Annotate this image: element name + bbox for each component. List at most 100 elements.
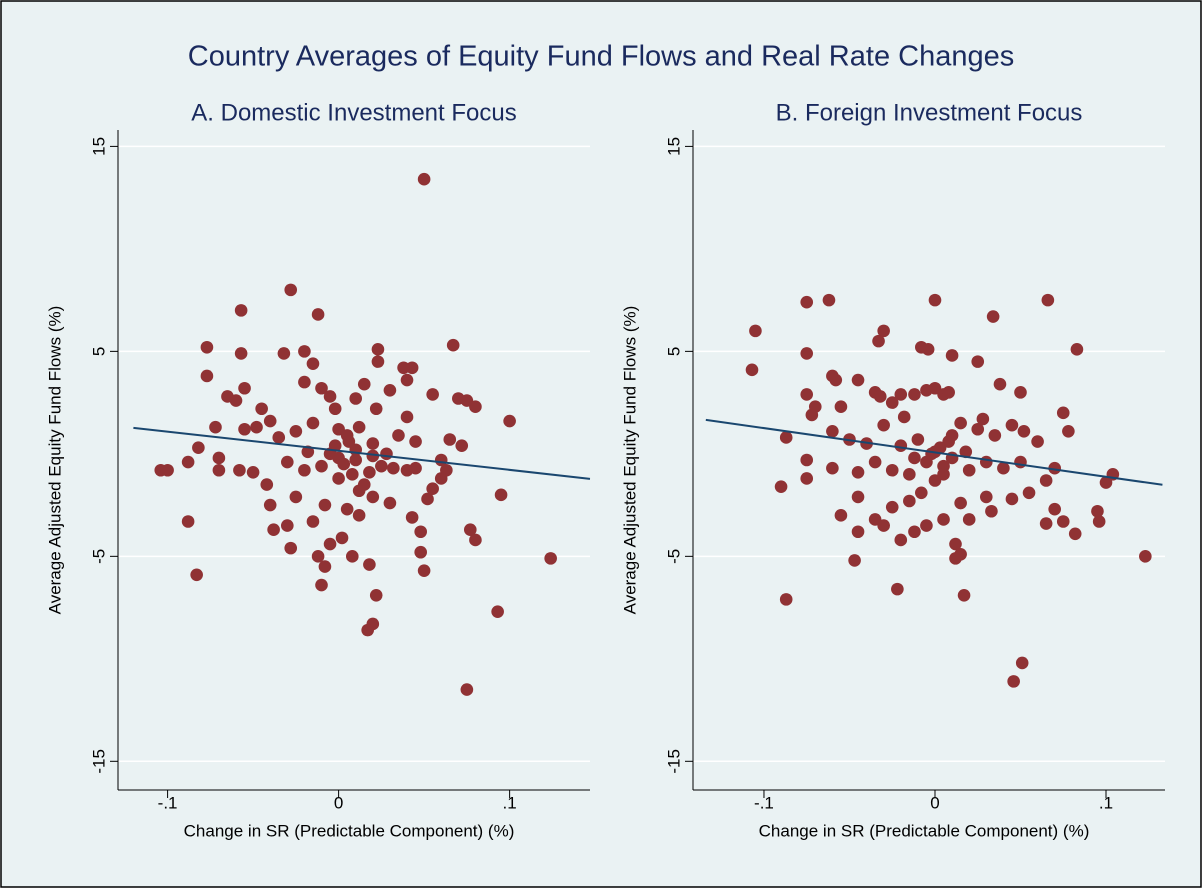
point [1048, 502, 1061, 516]
point [826, 425, 839, 438]
chart-title: Country Averages of Equity Fund Flows an… [188, 41, 1014, 73]
point [851, 525, 865, 539]
point [921, 343, 935, 356]
point [942, 386, 955, 399]
point [289, 425, 303, 438]
point [1039, 474, 1053, 487]
point [234, 304, 248, 317]
point [1005, 418, 1019, 432]
y-tick-label: 15 [664, 137, 683, 156]
point [1014, 455, 1027, 469]
point [284, 541, 298, 555]
point [894, 388, 908, 401]
point [1056, 515, 1070, 528]
point [925, 447, 938, 461]
point [962, 463, 976, 477]
y-tick-label: 5 [89, 347, 108, 356]
point [263, 498, 277, 512]
point [908, 388, 921, 401]
point [986, 310, 1000, 323]
point [1041, 293, 1055, 307]
point [903, 468, 916, 481]
point [332, 472, 345, 485]
point [885, 500, 899, 514]
point [289, 490, 303, 504]
y-tick-label: -5 [664, 549, 683, 564]
point [848, 554, 861, 567]
x-tick-label: 0 [334, 793, 343, 812]
y-axis-label: Average Adjusted Equity Fund Flows (%) [45, 306, 64, 615]
point [306, 515, 320, 528]
point [993, 377, 1007, 391]
point [1031, 435, 1044, 448]
point [894, 533, 908, 547]
point [318, 498, 332, 512]
point [1039, 517, 1053, 530]
point [826, 461, 839, 475]
point [352, 484, 366, 498]
point [985, 504, 998, 518]
point [1092, 515, 1106, 528]
point [920, 519, 933, 532]
point [267, 523, 280, 536]
point [369, 402, 383, 416]
point [323, 537, 337, 551]
y-tick-label: -5 [89, 549, 108, 564]
point [1014, 386, 1027, 399]
point [229, 394, 243, 407]
point [366, 490, 380, 504]
point [1022, 486, 1036, 500]
point [306, 357, 320, 370]
point [908, 525, 921, 539]
point [460, 683, 474, 696]
point [851, 373, 865, 387]
point [414, 525, 427, 539]
point [885, 396, 899, 409]
point [976, 412, 990, 426]
fit-line [133, 426, 591, 480]
point [298, 463, 311, 477]
point [311, 308, 325, 321]
point [800, 453, 814, 467]
point [272, 431, 286, 444]
point [260, 478, 274, 491]
point [383, 496, 397, 510]
point [366, 449, 380, 463]
point [503, 414, 516, 428]
point [363, 465, 376, 479]
point [328, 439, 342, 452]
point [903, 494, 916, 508]
point [954, 496, 967, 510]
point [945, 349, 959, 362]
point [383, 384, 397, 397]
point [298, 345, 311, 358]
point [937, 468, 950, 481]
point [1070, 343, 1084, 356]
point [829, 373, 843, 387]
y-axis-label: Average Adjusted Equity Fund Flows (%) [620, 306, 639, 615]
point [800, 388, 814, 401]
point [1015, 656, 1029, 670]
fit-line [705, 418, 1163, 486]
point [979, 455, 993, 469]
point [371, 343, 385, 356]
point [544, 552, 557, 565]
point [851, 465, 865, 479]
point [238, 381, 251, 395]
point [318, 560, 332, 573]
x-tick-label: .1 [503, 793, 517, 812]
point [405, 511, 419, 524]
point [1068, 527, 1082, 541]
point [255, 402, 268, 416]
point [469, 533, 482, 547]
point [446, 338, 460, 352]
point [234, 347, 248, 360]
point [281, 519, 294, 532]
point [349, 392, 363, 405]
point [200, 340, 214, 354]
point [822, 293, 836, 307]
point [426, 388, 439, 401]
point [363, 558, 376, 571]
point [250, 420, 263, 434]
point [1056, 406, 1070, 420]
